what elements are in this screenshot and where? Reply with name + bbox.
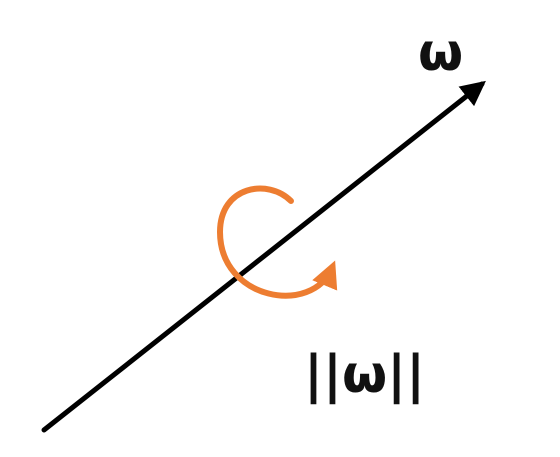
omega-magnitude-label: ||ω|| bbox=[304, 345, 425, 405]
rotation-axis-arrow bbox=[41, 80, 486, 433]
rotation-direction-arrow bbox=[216, 185, 338, 299]
omega-label: ω bbox=[418, 23, 463, 83]
